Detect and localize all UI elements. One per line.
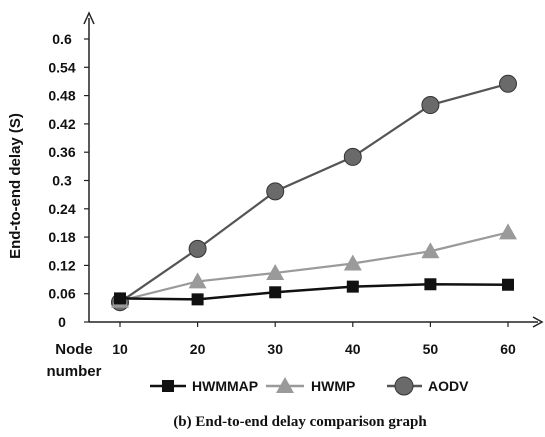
y-axis-title: End-to-end delay (S)	[7, 113, 24, 259]
x-axis-title-line2: number	[46, 363, 101, 380]
legend-item-aodv: AODV	[387, 376, 469, 396]
y-tick-label: 0.36	[48, 144, 75, 160]
legend-label-hwmp: HWMP	[311, 378, 355, 394]
y-tick-label: 0.06	[48, 286, 75, 302]
legend-item-hwmp: HWMP	[266, 377, 355, 394]
point-hwmmap	[269, 286, 282, 299]
y-tick-label: 0.42	[48, 116, 75, 132]
series-hwmp	[111, 223, 517, 308]
series-line-hwmmap	[119, 283, 509, 301]
chart-caption: (b) End-to-end delay comparison graph	[173, 414, 427, 430]
point-hwmp	[421, 242, 440, 259]
point-hwmmap	[424, 278, 437, 291]
series-line-aodv	[119, 82, 509, 304]
point-hwmp	[343, 254, 362, 271]
y-tick-label: 0.6	[52, 31, 72, 47]
point-hwmmap	[346, 280, 359, 293]
x-tick-label: 30	[267, 341, 283, 357]
legend-label-aodv: AODV	[428, 378, 469, 394]
series-aodv	[111, 74, 517, 312]
x-tick-label: 20	[190, 341, 206, 357]
legend-triangle-marker	[276, 377, 294, 393]
x-axis-title-line1: Node	[55, 341, 93, 358]
y-tick-label: 0.24	[48, 201, 75, 217]
y-tick-label: 0.48	[48, 88, 75, 104]
point-aodv	[421, 96, 440, 115]
series-hwmmap	[114, 278, 514, 306]
legend: HWMMAP HWMP AODV	[150, 376, 469, 396]
point-aodv	[188, 239, 207, 258]
legend-circle-marker	[394, 376, 414, 396]
point-hwmp	[499, 223, 517, 240]
y-axis-arrow	[83, 11, 95, 25]
series-layer	[111, 74, 517, 312]
x-axis-arrow	[532, 316, 544, 328]
x-tick-label: 50	[423, 341, 439, 357]
y-tick-label: 0.12	[48, 257, 75, 273]
point-aodv	[343, 147, 362, 166]
y-tick-labels: 0 0.06 0.12 0.18 0.24 0.3 0.36 0.42 0.48 0.54 0.6	[48, 31, 89, 330]
x-tick-label: 10	[112, 341, 128, 357]
x-tick-label: 60	[500, 341, 516, 357]
y-tick-label: 0.54	[48, 59, 75, 75]
point-hwmmap	[114, 292, 126, 305]
axes	[83, 11, 544, 328]
point-aodv	[266, 182, 285, 201]
legend-label-hwmmap: HWMMAP	[192, 378, 258, 394]
point-aodv	[499, 74, 517, 93]
point-hwmp	[188, 272, 207, 289]
point-hwmmap	[502, 278, 514, 291]
x-tick-labels: 10 20 30 40 50 60	[112, 322, 516, 357]
series-line-hwmp	[119, 231, 509, 302]
y-tick-label: 0.18	[48, 229, 75, 245]
legend-square-marker	[162, 380, 174, 392]
point-hwmp	[266, 263, 285, 280]
y-tick-label: 0	[58, 314, 66, 330]
point-hwmmap	[191, 293, 204, 306]
x-tick-label: 40	[345, 341, 361, 357]
legend-item-hwmmap: HWMMAP	[150, 378, 258, 394]
y-tick-label: 0.3	[52, 173, 72, 189]
